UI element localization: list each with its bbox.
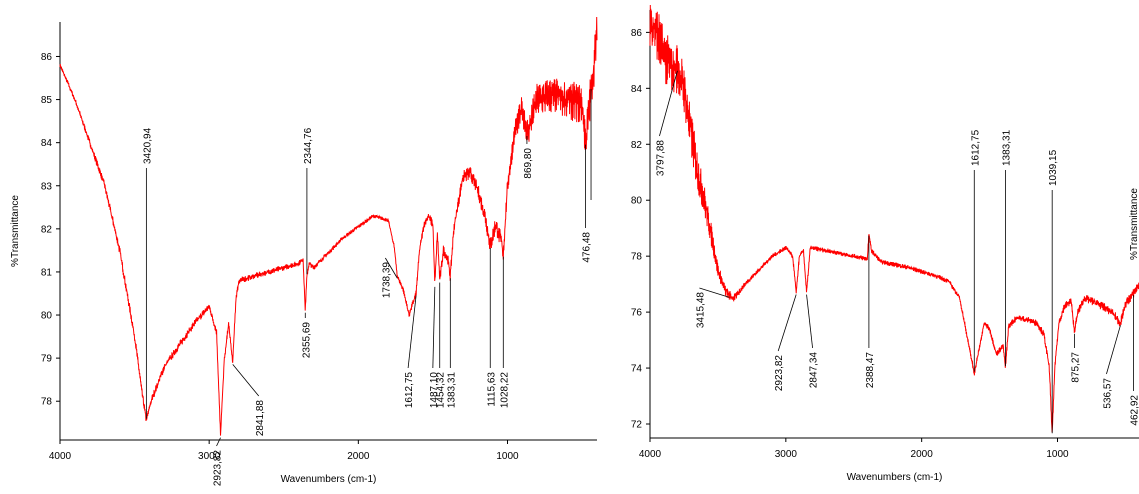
- right-ir-spectrum-chart: 72 74 76 78 80 82 84 86 4000 3000 2000 1000 Wavenumb…: [631, 4, 1139, 483]
- y-tick-label: 86: [631, 28, 643, 39]
- left-ir-spectrum-chart: 78 79 80 81 82 83 84 85 86 4000 3000 2000 1000 Wavenu…: [10, 16, 598, 487]
- y-tick-label: 79: [41, 354, 53, 365]
- y-axis-label: %Transmittance: [10, 195, 21, 267]
- y-tick-label: 74: [631, 364, 643, 375]
- peak-label: 2923,82: [774, 355, 785, 392]
- y-tick-label: 78: [41, 397, 53, 408]
- peak-label: 3797,88: [655, 140, 666, 177]
- peak-label: 1383,31: [446, 372, 457, 409]
- x-tick-label: 1000: [496, 451, 519, 462]
- peak-label: 1487,10: [429, 372, 440, 409]
- x-axis-label: Wavenumbers (cm-1): [847, 472, 943, 483]
- peak-leader-line: [659, 70, 678, 137]
- spectrum-line: [59, 16, 598, 436]
- peak-label: 2841,88: [255, 400, 266, 437]
- peak-label: 1612,75: [404, 372, 415, 409]
- peak-label: 1115,63: [486, 372, 497, 407]
- y-tick-label: 86: [41, 52, 53, 63]
- peak-leader-line: [232, 364, 260, 397]
- peak-label: 2344,76: [303, 127, 314, 164]
- x-tick-label: 2000: [347, 451, 370, 462]
- y-tick-label: 84: [41, 138, 53, 149]
- peak-label: 462,92: [1130, 395, 1139, 426]
- peak-leader-line: [777, 294, 797, 352]
- y-axis-label: %Transmittance: [1129, 188, 1139, 260]
- peak-label: 1454,32: [436, 372, 447, 409]
- x-tick-label: 3000: [198, 451, 221, 462]
- x-axis-label: Wavenumbers (cm-1): [281, 474, 377, 485]
- y-tick-label: 84: [631, 84, 643, 95]
- peak-label: 869,80: [523, 148, 534, 179]
- y-tick-label: 80: [631, 196, 643, 207]
- peak-label: 1738,39: [381, 262, 392, 299]
- peak-label: 1039,15: [1048, 149, 1059, 186]
- x-tick-label: 1000: [1046, 449, 1069, 460]
- peak-leader-line: [407, 295, 417, 369]
- peak-label: 875,27: [1070, 352, 1081, 383]
- peak-label: 3420,94: [142, 127, 153, 164]
- peak-label: 2847,34: [809, 352, 820, 389]
- x-tick-label: 2000: [911, 449, 934, 460]
- peak-leader-line: [1106, 325, 1121, 375]
- peak-label: 3415,48: [695, 292, 706, 329]
- peak-label: 1028,22: [499, 372, 510, 409]
- x-tick-label: 4000: [49, 451, 72, 462]
- peak-leader-line: [699, 287, 730, 298]
- y-tick-label: 72: [631, 420, 643, 431]
- peak-leader-line: [385, 257, 398, 279]
- spectrum-line: [649, 4, 1139, 433]
- x-tick-label: 4000: [639, 449, 662, 460]
- peak-label: 1612,75: [970, 129, 981, 166]
- peak-label: 476,48: [582, 232, 593, 263]
- y-tick-label: 78: [631, 252, 643, 263]
- peak-leader-line: [432, 286, 436, 369]
- y-tick-label: 83: [41, 181, 53, 192]
- y-tick-label: 76: [631, 308, 643, 319]
- x-tick-label: 3000: [775, 449, 798, 460]
- peak-label: 1383,31: [1001, 129, 1012, 166]
- peak-label: 2388,47: [865, 352, 876, 389]
- peak-leader-line: [806, 294, 813, 349]
- y-tick-label: 81: [41, 267, 53, 278]
- peak-label: 536,57: [1102, 378, 1113, 409]
- y-tick-label: 85: [41, 95, 53, 106]
- peak-label: 2923,82: [213, 450, 224, 487]
- y-tick-label: 82: [631, 140, 643, 151]
- peak-label: 2355,69: [301, 322, 312, 359]
- y-tick-label: 80: [41, 311, 53, 322]
- y-tick-label: 82: [41, 224, 53, 235]
- peak-leader-line: [216, 437, 221, 447]
